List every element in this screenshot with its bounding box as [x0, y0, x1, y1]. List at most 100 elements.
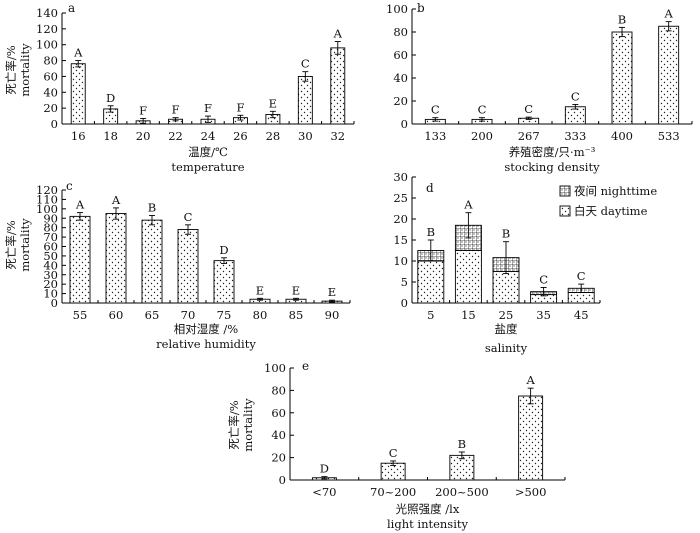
legend-label: 白天 daytime [574, 204, 648, 218]
x-tick-label: 32 [330, 129, 345, 143]
y-tick-label: 110 [36, 192, 58, 206]
significance-label: C [478, 103, 487, 117]
bar [70, 63, 86, 125]
y-tick-label: 100 [264, 361, 286, 375]
significance-label: B [502, 227, 510, 241]
x-axis-label-en: salinity [485, 341, 528, 355]
x-tick-label: 70~200 [370, 485, 416, 499]
significance-label: C [389, 446, 398, 460]
y-tick-label: 80 [43, 221, 58, 235]
significance-label: C [184, 210, 193, 224]
significance-label: C [571, 89, 580, 103]
x-tick-label: 333 [564, 129, 586, 143]
significance-label: A [111, 193, 121, 207]
x-axis-label: 温度/℃ [188, 145, 228, 159]
x-tick-label: 15 [461, 308, 476, 322]
significance-label: D [320, 462, 329, 476]
bar-daytime [567, 292, 595, 304]
significance-label: F [172, 103, 180, 117]
y-tick-label: 40 [271, 428, 286, 442]
panel-label: b [417, 1, 425, 15]
significance-label: E [269, 96, 277, 110]
y-tick-label: 10 [393, 254, 408, 268]
y-tick-label: 70 [43, 230, 58, 244]
y-tick-label: 80 [393, 25, 408, 39]
y-tick-label: 20 [43, 101, 58, 115]
y-tick-label: 60 [43, 69, 58, 83]
significance-label: E [328, 285, 336, 299]
bar [69, 215, 91, 304]
significance-label: F [236, 100, 244, 114]
bar [105, 213, 127, 304]
x-tick-label: 267 [518, 129, 540, 143]
x-tick-label: >500 [515, 485, 547, 499]
y-tick-label: 20 [393, 94, 408, 108]
x-tick-label: 533 [658, 129, 680, 143]
significance-label: B [618, 12, 626, 26]
y-tick-label: 0 [401, 117, 408, 131]
significance-label: C [577, 269, 586, 283]
y-tick-label: 100 [36, 202, 58, 216]
y-tick-label: 40 [393, 71, 408, 85]
x-tick-label: 25 [499, 308, 514, 322]
significance-label: C [539, 272, 548, 286]
y-tick-label: 60 [393, 48, 408, 62]
significance-label: A [73, 46, 83, 60]
x-tick-label: 80 [253, 308, 268, 322]
y-axis-label: mortality [18, 218, 32, 272]
bar [297, 75, 313, 125]
x-axis-label: 养殖密度/只·m⁻³ [509, 145, 596, 159]
bar [449, 454, 475, 481]
x-tick-label: 22 [168, 129, 183, 143]
significance-label: E [292, 283, 300, 297]
y-tick-label: 90 [43, 211, 58, 225]
x-tick-label: 85 [289, 308, 304, 322]
bar [611, 31, 633, 125]
x-tick-label: 20 [136, 129, 151, 143]
panel-d: 0 5 10 15 20 25 30 5 15 25 35 45 B A B C Cd 盐度 salinity 夜间 … [393, 170, 657, 355]
y-tick-label: 80 [43, 54, 58, 68]
y-tick-label: 140 [36, 6, 58, 20]
legend-label: 夜间 nighttime [574, 184, 657, 198]
panel-label: e [302, 359, 309, 373]
bar [330, 47, 346, 125]
y-tick-label: 0 [401, 296, 408, 310]
x-tick-label: 30 [298, 129, 313, 143]
y-axis-label: mortality [241, 398, 255, 452]
x-tick-label: 18 [103, 129, 118, 143]
y-tick-label: 50 [43, 249, 58, 263]
x-tick-label: 24 [201, 129, 216, 143]
panel-label: d [426, 181, 434, 195]
y-axis-label: 死亡率/% [4, 220, 18, 269]
significance-label: C [431, 103, 440, 117]
y-tick-label: 0 [51, 296, 58, 310]
y-tick-label: 20 [43, 277, 58, 291]
significance-label: C [524, 102, 533, 116]
y-tick-label: 25 [393, 191, 408, 205]
x-axis-label: 盐度 [495, 322, 518, 336]
bar [213, 260, 235, 304]
x-tick-label: 200~500 [435, 485, 489, 499]
x-tick-label: <70 [312, 485, 336, 499]
y-tick-label: 60 [271, 406, 286, 420]
y-tick-label: 120 [36, 22, 58, 36]
y-tick-label: 0 [51, 117, 58, 131]
x-tick-label: 16 [71, 129, 86, 143]
y-tick-label: 60 [43, 240, 58, 254]
significance-label: C [301, 57, 310, 71]
y-tick-label: 10 [43, 287, 58, 301]
significance-label: A [664, 7, 674, 21]
significance-label: A [525, 373, 535, 387]
panel-b: 0 20 40 60 80 100 133 200 267 333 400 533 C C C C B Ab 养殖密… [386, 1, 693, 174]
significance-label: D [219, 243, 228, 257]
legend-swatch [559, 185, 571, 197]
y-tick-label: 30 [393, 170, 408, 184]
significance-label: B [148, 200, 156, 214]
bar-daytime [417, 260, 445, 304]
x-axis-label: 光照强度 /lx [396, 502, 460, 516]
x-tick-label: 65 [145, 308, 160, 322]
bar-daytime [492, 271, 520, 304]
x-tick-label: 55 [73, 308, 88, 322]
x-tick-label: 75 [217, 308, 232, 322]
